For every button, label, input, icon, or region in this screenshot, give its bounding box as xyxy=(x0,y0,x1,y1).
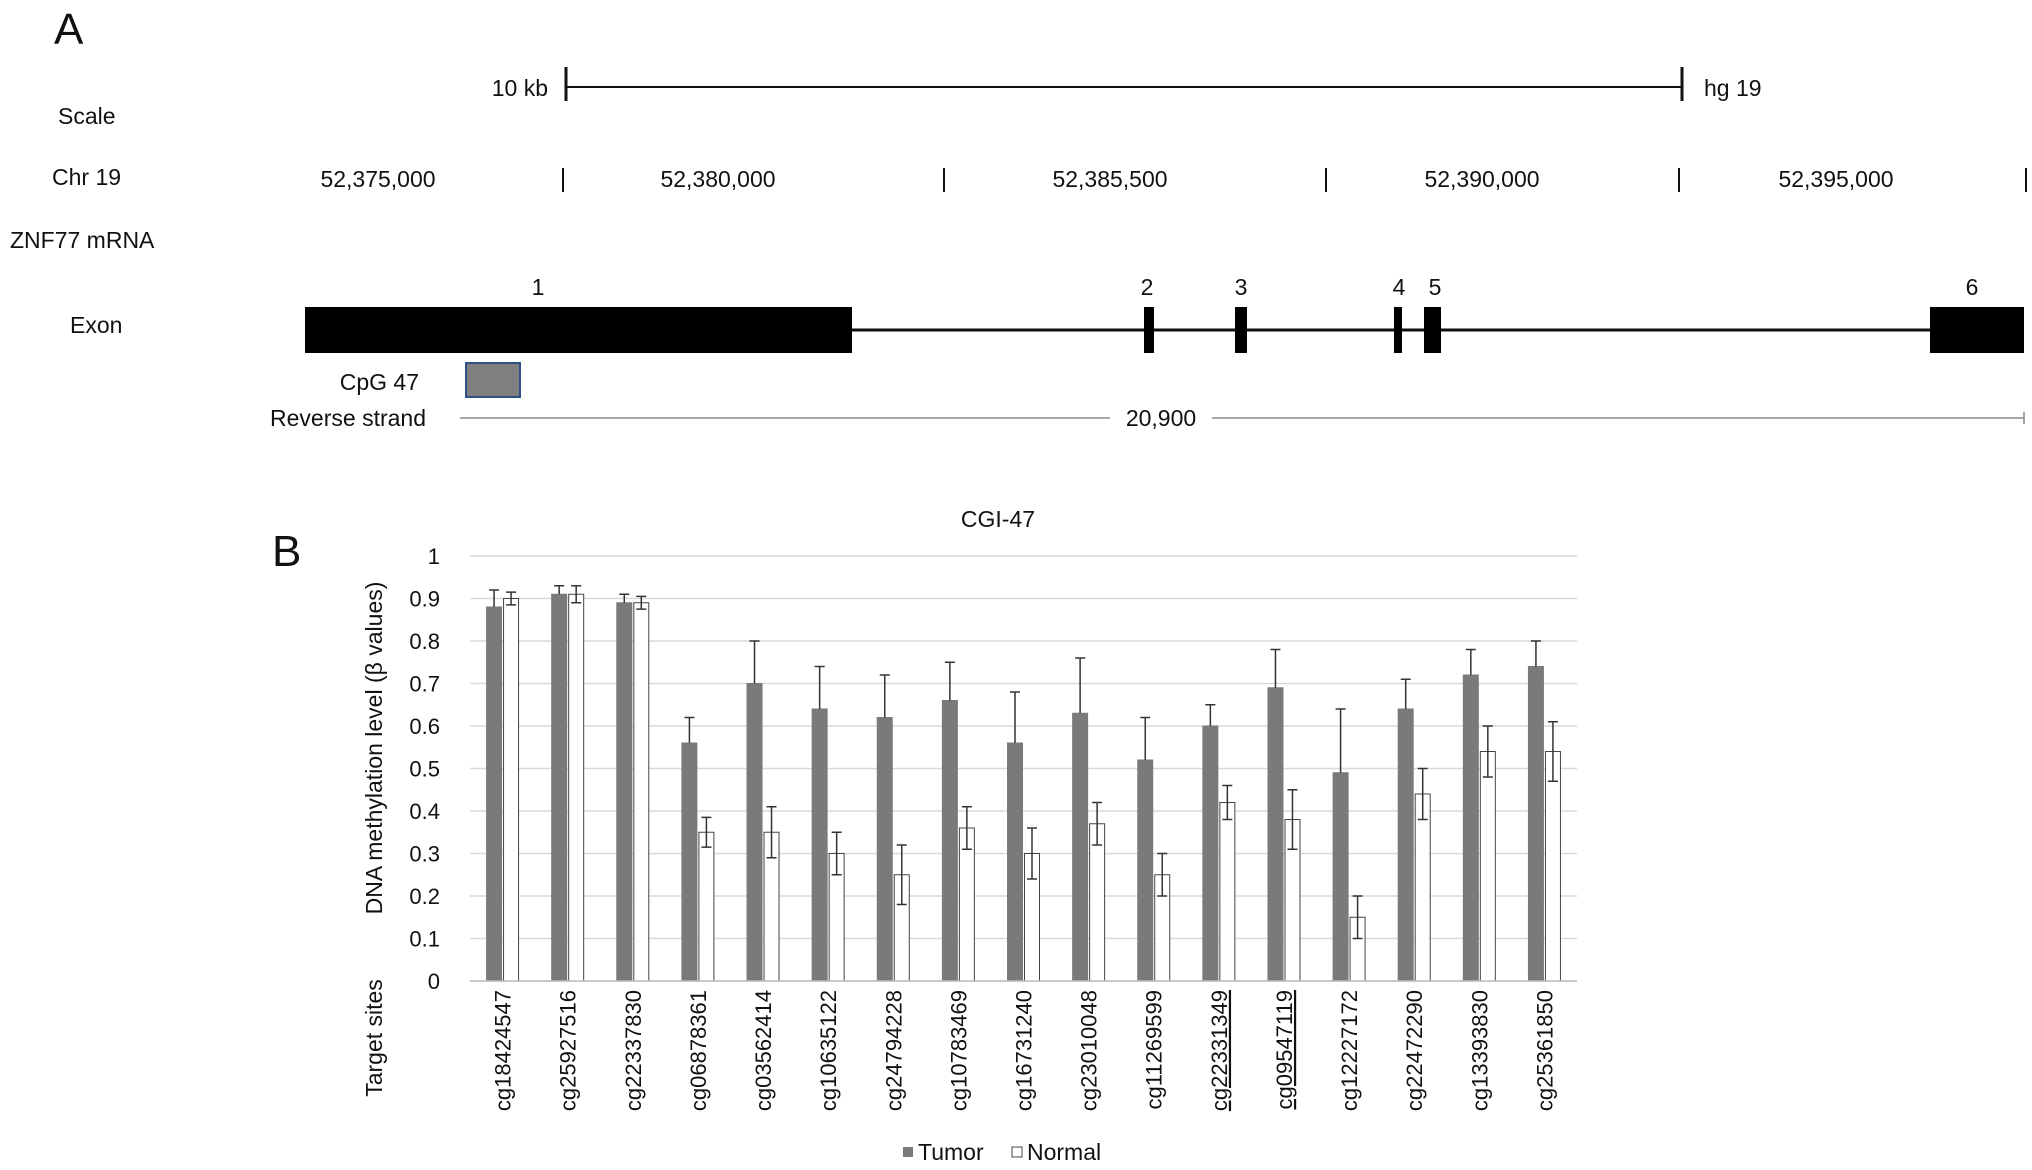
exon-4 xyxy=(1394,307,1402,353)
x-tick-label: cg25927516 xyxy=(556,990,581,1111)
chr-row-label: Chr 19 xyxy=(52,164,121,190)
y-tick-label: 0.6 xyxy=(409,714,440,739)
y-tick-label: 1 xyxy=(428,544,440,569)
methylation-bar-chart: 0 0.1 0.2 0.3 0.4 0.5 0.6 0.7 0.8 0.9 1 cg18424547 c… xyxy=(409,544,1577,1111)
y-tick-label: 0.8 xyxy=(409,629,440,654)
tumor-bar xyxy=(1007,742,1023,982)
normal-bar xyxy=(698,831,715,982)
y-tick-label: 0.7 xyxy=(409,672,440,697)
normal-bar xyxy=(568,593,585,982)
x-tick-label: cg10783469 xyxy=(946,990,971,1111)
exon-number-label: 3 xyxy=(1235,274,1248,300)
legend-label-normal: Normal xyxy=(1027,1139,1101,1165)
x-tick-label: cg25361850 xyxy=(1532,990,1557,1111)
chr-coordinate-ticks xyxy=(562,168,2027,192)
tumor-bar xyxy=(746,683,763,982)
tumor-bar xyxy=(1072,712,1089,982)
tumor-bar xyxy=(1202,725,1219,982)
x-tick-label: cg13393830 xyxy=(1467,990,1492,1111)
y-tick-label: 0 xyxy=(428,969,440,994)
exon-number-label: 5 xyxy=(1429,274,1442,300)
x-tick-label: cg10635122 xyxy=(816,990,841,1111)
y-tick-label: 0.1 xyxy=(409,927,440,952)
legend-swatch-normal xyxy=(1011,1146,1023,1158)
scale-bar xyxy=(564,67,1684,101)
chart-title: CGI-47 xyxy=(961,506,1035,532)
tumor-bar xyxy=(1267,687,1284,982)
normal-bar xyxy=(633,602,650,982)
tumor-bar xyxy=(681,742,698,982)
exon-5 xyxy=(1424,307,1441,353)
chr-position-label: 52,395,000 xyxy=(1778,166,1893,192)
normal-bar xyxy=(1414,793,1431,982)
cpg-label: CpG 47 xyxy=(340,369,419,395)
y-tick-label: 0.4 xyxy=(409,799,440,824)
x-tick-label: cg22337830 xyxy=(621,990,646,1111)
exon-number-label: 1 xyxy=(532,274,545,300)
exon-row-label: Exon xyxy=(70,312,122,338)
x-tick-label: cg24794228 xyxy=(881,990,906,1111)
y-tick-label: 0.9 xyxy=(409,587,440,612)
tumor-bar xyxy=(876,717,893,982)
tumor-bar xyxy=(941,700,958,982)
legend-swatch-tumor xyxy=(903,1147,913,1157)
x-tick-label: cg22331349 xyxy=(1207,990,1232,1111)
y-axis-title: DNA methylation level (β values) xyxy=(361,582,387,915)
exon-3 xyxy=(1235,307,1247,353)
x-tick-label: cg22472290 xyxy=(1402,990,1427,1111)
tumor-bar xyxy=(1137,759,1154,982)
tumor-bar xyxy=(1332,772,1349,982)
tumor-bar xyxy=(551,593,568,982)
y-tick-label: 0.5 xyxy=(409,757,440,782)
tumor-bar xyxy=(1527,666,1544,982)
reverse-strand-line xyxy=(460,412,2025,424)
strand-length-label: 20,900 xyxy=(1126,405,1196,431)
normal-bar xyxy=(1479,751,1496,982)
x-axis-title: Target sites xyxy=(361,979,387,1097)
chr-position-label: 52,390,000 xyxy=(1424,166,1539,192)
exon-2 xyxy=(1144,307,1154,353)
x-tick-label: cg12227172 xyxy=(1337,990,1362,1111)
x-tick-label: cg11269599 xyxy=(1142,990,1167,1110)
normal-bar xyxy=(958,827,975,982)
cpg-island-box xyxy=(465,362,521,398)
tumor-bar xyxy=(486,606,503,982)
tumor-bar xyxy=(616,602,633,982)
scale-row-label: Scale xyxy=(58,103,116,129)
chart-legend: Tumor Normal xyxy=(903,1139,1101,1165)
exon-number-label: 6 xyxy=(1966,274,1979,300)
x-tick-label: cg23010048 xyxy=(1077,990,1102,1111)
normal-bar xyxy=(1089,823,1106,982)
legend-label-tumor: Tumor xyxy=(918,1139,984,1165)
y-tick-label: 0.3 xyxy=(409,842,440,867)
exon-1 xyxy=(305,307,852,353)
exon-number-label: 4 xyxy=(1393,274,1406,300)
x-tick-label: cg16731240 xyxy=(1012,990,1037,1111)
scale-bar-left-label: 10 kb xyxy=(492,75,548,101)
panel-b-letter: B xyxy=(272,527,301,576)
mrna-row-label: ZNF77 mRNA xyxy=(10,227,155,253)
normal-bar xyxy=(503,598,520,982)
chr-position-label: 52,375,000 xyxy=(320,166,435,192)
chr-position-label: 52,380,000 xyxy=(660,166,775,192)
tumor-bar xyxy=(811,708,828,982)
reverse-strand-label: Reverse strand xyxy=(270,405,426,431)
x-tick-label: cg09547119 xyxy=(1272,990,1297,1110)
tumor-bar xyxy=(1462,674,1479,982)
x-tick-label: cg06878361 xyxy=(686,990,711,1111)
tumor-bar xyxy=(1397,708,1414,982)
gene-structure xyxy=(305,307,2024,353)
x-tick-label: cg18424547 xyxy=(491,990,516,1111)
y-tick-label: 0.2 xyxy=(409,884,440,909)
panel-a-letter: A xyxy=(54,5,84,54)
x-tick-label: cg03562414 xyxy=(751,990,776,1111)
normal-bar xyxy=(1219,802,1236,982)
scale-bar-right-label: hg 19 xyxy=(1704,75,1762,101)
exon-6 xyxy=(1930,307,2024,353)
chr-position-label: 52,385,500 xyxy=(1052,166,1167,192)
exon-number-label: 2 xyxy=(1141,274,1154,300)
normal-bar xyxy=(1544,751,1561,982)
